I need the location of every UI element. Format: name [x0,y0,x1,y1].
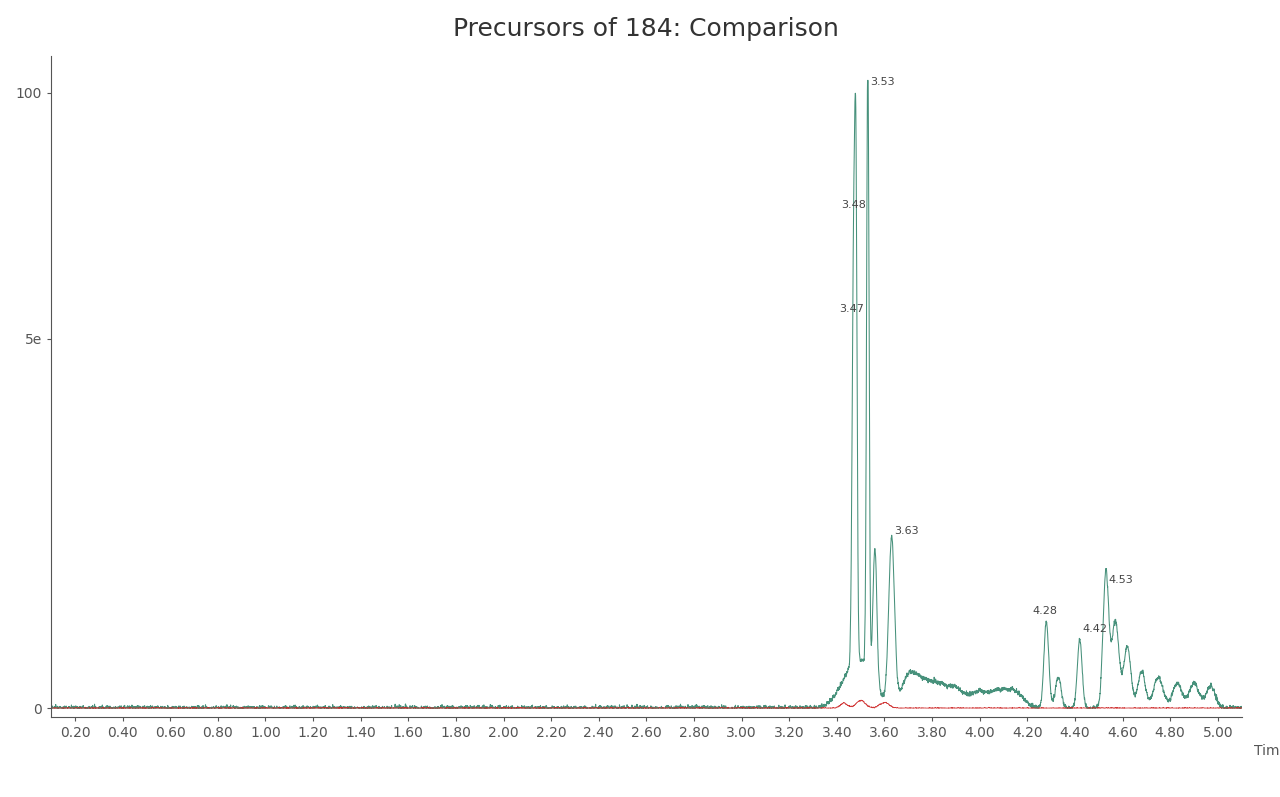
Text: 4.42: 4.42 [1082,624,1107,634]
Text: 4.28: 4.28 [1032,606,1057,616]
Title: Precursors of 184: Comparison: Precursors of 184: Comparison [453,18,840,41]
Text: 3.48: 3.48 [842,199,867,210]
Text: 3.53: 3.53 [870,77,895,87]
Text: 3.63: 3.63 [893,526,919,536]
Text: 3.47: 3.47 [840,304,864,314]
Text: Time: Time [1253,744,1280,758]
Text: 4.53: 4.53 [1108,575,1133,585]
